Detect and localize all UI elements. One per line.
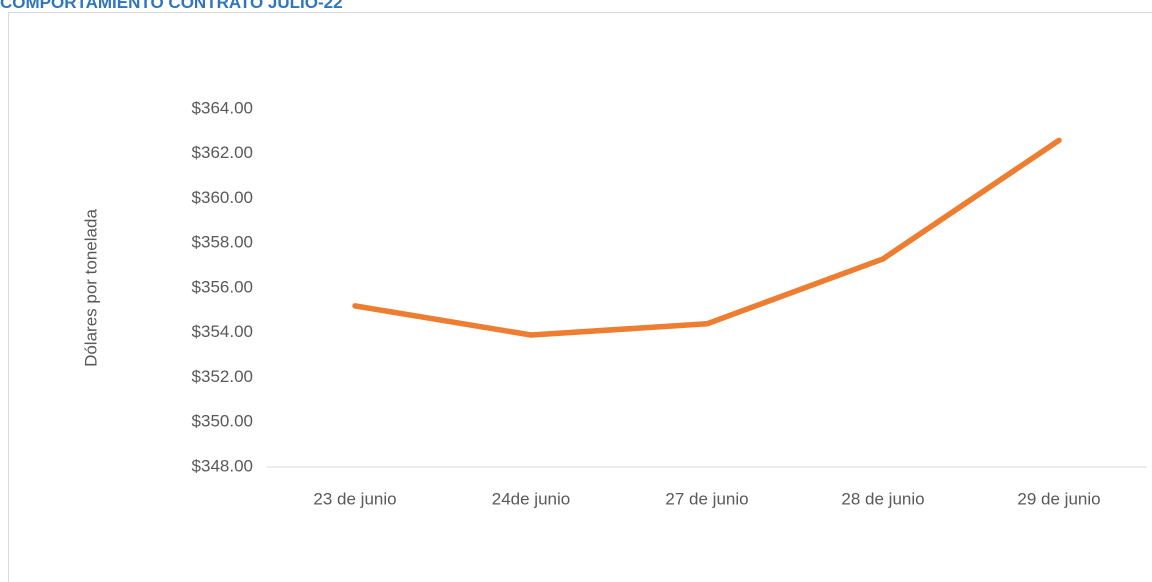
x-tick-label: 23 de junio — [313, 489, 396, 508]
chart-border — [8, 12, 1152, 582]
y-tick-label: $358.00 — [192, 233, 253, 252]
x-tick-label: 28 de junio — [841, 489, 924, 508]
y-tick-label: $360.00 — [192, 188, 253, 207]
x-tick-label: 29 de junio — [1017, 489, 1100, 508]
y-tick-label: $364.00 — [192, 98, 253, 117]
x-tick-label: 24de junio — [492, 489, 570, 508]
y-axis-label: Dólares por tonelada — [81, 209, 100, 367]
data-line — [352, 137, 1062, 338]
y-tick-label: $352.00 — [192, 367, 253, 386]
y-tick-label: $356.00 — [192, 277, 253, 296]
x-tick-label: 27 de junio — [665, 489, 748, 508]
y-tick-label: $348.00 — [192, 456, 253, 475]
y-tick-label: $350.00 — [192, 412, 253, 431]
y-tick-label: $354.00 — [192, 322, 253, 341]
chart-title: COMPORTAMIENTO CONTRATO JULIO-22 — [0, 0, 343, 12]
y-tick-label: $362.00 — [192, 143, 253, 162]
